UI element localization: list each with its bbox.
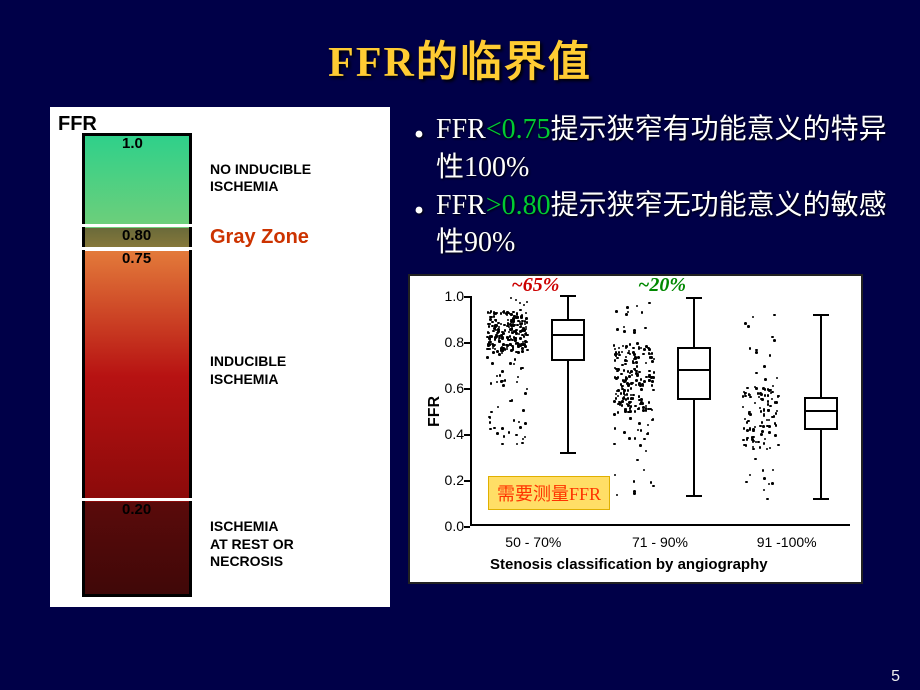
boxplot-whisker-cap [560, 295, 576, 297]
boxplot-ytick: 1.0 [436, 288, 464, 304]
right-column: FFR<0.75提示狭窄有功能意义的特异性100%FFR>0.80提示狭窄无功能… [408, 107, 890, 607]
boxplot-whisker-cap [686, 297, 702, 299]
boxplot-ytick-mark [464, 342, 470, 344]
ffr-scale-bar [82, 133, 192, 597]
boxplot-ytick-mark [464, 480, 470, 482]
ffr-tick-line [82, 247, 192, 250]
boxplot-ytick: 0.6 [436, 380, 464, 396]
boxplot-ytick: 0.4 [436, 426, 464, 442]
boxplot-ytick-mark [464, 296, 470, 298]
ffr-segment-inducible-ischemia [85, 251, 189, 503]
boxplot-panel: 0.0 0.2 0.4 0.6 0.8 1.0 FFR Stenosis classifica… [408, 274, 863, 584]
grayzone-label: Gray Zone [210, 226, 309, 249]
boxplot-whisker-cap [686, 495, 702, 497]
bullet-prefix: FFR [436, 190, 486, 221]
boxplot-ytick-mark [464, 388, 470, 390]
boxplot-whisker-cap [813, 498, 829, 500]
need-ffr-label: 需要测量FFR [488, 476, 610, 510]
boxplot-annotation: ~20% [638, 274, 686, 297]
boxplot-box [677, 347, 711, 400]
page-number: 5 [891, 668, 900, 686]
boxplot-xlabel: Stenosis classification by angiography [490, 556, 768, 573]
boxplot-ytick: 0.0 [436, 518, 464, 534]
boxplot-annotation: ~65% [511, 274, 559, 297]
slide-title: FFR的临界值 [0, 0, 920, 107]
bullet-item: FFR<0.75提示狭窄有功能意义的特异性100% [408, 111, 890, 187]
boxplot-whisker-cap [560, 452, 576, 454]
boxplot-median [677, 369, 711, 371]
boxplot-median [551, 334, 585, 336]
content-row: FFR 1.0 0.80 0.75 0.20 NO INDUCIBLEISCHEMIA I… [0, 107, 920, 607]
ffr-region-label: ISCHEMIAAT REST ORNECROSIS [210, 518, 294, 571]
ffr-scale-panel: FFR 1.00.800.750.20NO INDUCIBLEISCHEMIAI… [50, 107, 390, 607]
boxplot-box [804, 397, 838, 429]
bullet-list: FFR<0.75提示狭窄有功能意义的特异性100%FFR>0.80提示狭窄无功能… [408, 111, 890, 262]
boxplot-ytick-mark [464, 526, 470, 528]
boxplot-ylabel: FFR [426, 396, 444, 427]
boxplot-xtick: 50 - 70% [483, 534, 583, 550]
bullet-prefix: FFR [436, 114, 486, 145]
ffr-region-label: NO INDUCIBLEISCHEMIA [210, 161, 311, 196]
ffr-tick-label: 0.75 [122, 250, 151, 267]
ffr-tick-label: 1.0 [122, 135, 143, 152]
ffr-region-label: INDUCIBLEISCHEMIA [210, 353, 286, 388]
bullet-value: <0.75 [486, 114, 551, 145]
ffr-tick-label: 0.80 [122, 227, 151, 244]
boxplot-whisker-cap [813, 314, 829, 316]
boxplot-ytick: 0.8 [436, 334, 464, 350]
boxplot-xtick: 71 - 90% [610, 534, 710, 550]
boxplot-xtick: 91 -100% [737, 534, 837, 550]
boxplot-box [551, 319, 585, 360]
ffr-tick-line [82, 498, 192, 501]
ffr-tick-label: 0.20 [122, 501, 151, 518]
ffr-tick-line [82, 224, 192, 227]
bullet-value: >0.80 [486, 190, 551, 221]
boxplot-ytick: 0.2 [436, 472, 464, 488]
bullet-item: FFR>0.80提示狭窄无功能意义的敏感性90% [408, 187, 890, 263]
boxplot-ytick-mark [464, 434, 470, 436]
boxplot-median [804, 410, 838, 412]
